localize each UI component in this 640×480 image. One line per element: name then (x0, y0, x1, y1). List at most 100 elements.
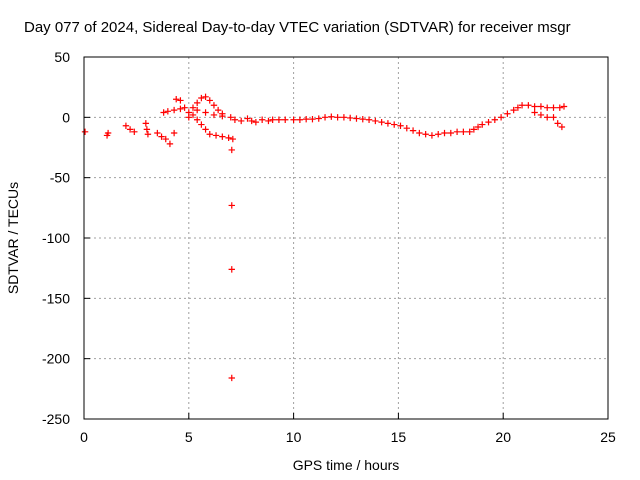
y-tick-label: -200 (42, 351, 70, 367)
data-point (206, 97, 213, 104)
data-point (403, 124, 410, 132)
data-point (556, 104, 563, 111)
data-point (537, 111, 545, 119)
data-point (365, 116, 373, 123)
data-point (104, 129, 112, 137)
data-point (544, 114, 551, 121)
data-point (372, 117, 379, 125)
data-point (143, 126, 151, 133)
data-point (525, 102, 532, 109)
data-point (416, 129, 423, 137)
data-point (185, 109, 192, 116)
data-point (479, 121, 486, 128)
data-point (227, 114, 234, 121)
data-point (173, 96, 180, 103)
data-points (81, 93, 568, 382)
data-point (244, 115, 251, 122)
data-point (210, 102, 218, 109)
data-point (269, 116, 276, 123)
x-tick-label: 25 (600, 429, 616, 445)
data-point (391, 121, 398, 128)
data-point (282, 116, 289, 123)
data-point (474, 123, 482, 131)
data-point (225, 134, 232, 142)
data-point (170, 129, 178, 137)
x-axis-label: GPS time / hours (293, 457, 400, 473)
y-axis-label: SDTVAR / TECUs (5, 182, 21, 294)
data-point (510, 106, 517, 114)
data-point (422, 131, 429, 138)
data-point (531, 109, 538, 116)
data-point (378, 118, 385, 126)
data-point (248, 117, 255, 125)
data-point (212, 132, 220, 139)
data-point (142, 120, 150, 127)
data-point (550, 104, 557, 111)
data-point (131, 128, 138, 136)
data-point (302, 115, 310, 123)
data-point (198, 94, 205, 102)
data-point (162, 135, 169, 143)
x-tick-label: 15 (391, 429, 407, 445)
data-point (202, 93, 209, 101)
data-point (537, 103, 545, 110)
data-point (144, 131, 152, 138)
data-point (177, 97, 184, 104)
data-point (164, 108, 172, 115)
data-point (359, 115, 366, 123)
data-point (560, 103, 568, 110)
y-tick-label: -100 (42, 230, 70, 246)
y-tick-label: 50 (54, 49, 70, 65)
data-point (491, 116, 499, 123)
data-point (166, 140, 174, 148)
data-point (122, 122, 130, 129)
data-point (558, 123, 566, 131)
data-point (214, 106, 222, 114)
data-point (275, 116, 283, 123)
data-point (531, 103, 538, 110)
data-point (202, 126, 209, 133)
data-point (328, 113, 335, 120)
data-point (447, 129, 454, 137)
data-point (206, 131, 213, 138)
data-point (238, 117, 245, 125)
data-point (193, 106, 201, 114)
data-point (229, 135, 237, 143)
data-point (428, 132, 436, 139)
data-point (202, 109, 209, 116)
data-point (228, 374, 235, 382)
data-point (198, 121, 205, 128)
data-point (514, 104, 522, 111)
data-point (334, 114, 341, 121)
data-point (315, 115, 322, 122)
data-point (518, 102, 526, 109)
data-point (228, 146, 235, 154)
data-point (81, 128, 89, 136)
data-point (453, 128, 461, 136)
data-point (219, 133, 226, 140)
tick-labels: 0 5 10 15 20 25 50 0 -50 -100 -150 -200 -250 (42, 49, 616, 445)
data-point (231, 116, 239, 123)
data-point (170, 106, 178, 114)
data-point (460, 128, 467, 136)
data-point (219, 112, 226, 120)
data-point (550, 114, 557, 121)
data-point (504, 110, 511, 117)
chart-title: Day 077 of 2024, Sidereal Day-to-day VTE… (24, 19, 571, 36)
data-point (193, 99, 201, 107)
data-point (497, 114, 505, 121)
data-point (193, 116, 201, 123)
data-point (544, 104, 551, 111)
data-point (228, 266, 235, 273)
x-tick-label: 5 (185, 429, 193, 445)
x-tick-label: 10 (286, 429, 302, 445)
data-point (435, 131, 442, 138)
data-point (160, 109, 167, 116)
data-point (265, 117, 272, 125)
y-tick-label: -250 (42, 411, 70, 427)
data-point (554, 120, 561, 127)
data-point (210, 111, 218, 119)
data-point (189, 111, 197, 119)
y-tick-label: -150 (42, 290, 70, 306)
